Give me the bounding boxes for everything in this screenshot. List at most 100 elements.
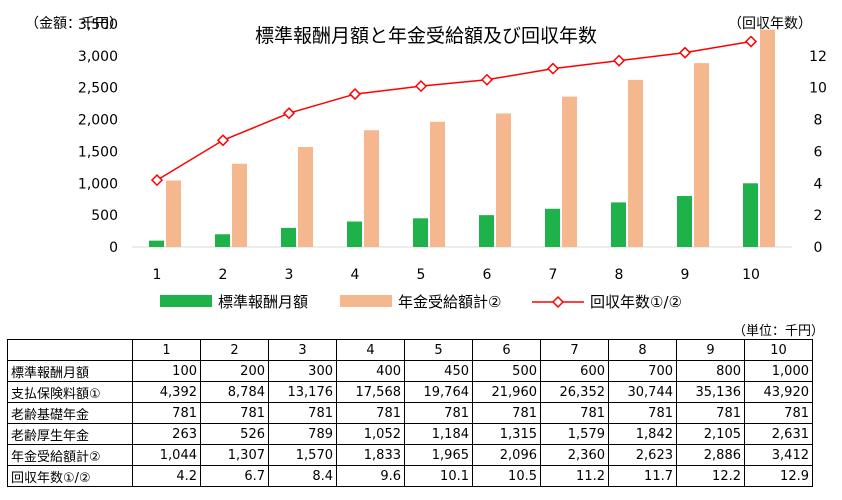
y-tick-label-left: 1,000 (78, 176, 118, 192)
table-header-cell: 10 (744, 339, 813, 361)
table-cell: 1,570 (268, 444, 337, 466)
table-cell: 1,842 (608, 423, 677, 445)
y-tick-label-right: 2 (814, 208, 823, 224)
table-cell: 700 (608, 360, 677, 382)
table-cell: 450 (404, 360, 473, 382)
y-tick-label-left: 1,500 (78, 144, 118, 160)
table-cell: 200 (200, 360, 269, 382)
bar-standard-monthly (347, 221, 362, 247)
table-row-label: 老齢厚生年金 (7, 423, 133, 445)
table-cell: 8,784 (200, 381, 269, 403)
table-cell: 781 (608, 402, 677, 424)
table-cell: 300 (268, 360, 337, 382)
table-cell: 100 (132, 360, 201, 382)
table-cell: 9.6 (336, 465, 405, 487)
table-row: 老齢厚生年金 263 526 789 1,052 1,184 1,315 1,579 1,842… (7, 423, 813, 445)
table-unit-label: （単位：千円） (732, 324, 824, 339)
table-cell: 1,000 (744, 360, 813, 382)
left-axis-label: （金額：千円） (25, 16, 123, 32)
x-tick-label: 7 (549, 267, 558, 283)
table-cell: 1,044 (132, 444, 201, 466)
line-marker (282, 107, 296, 120)
table-cell: 781 (540, 402, 609, 424)
table-cell: 6.7 (200, 465, 269, 487)
table-cell: 12.9 (744, 465, 813, 487)
legend-swatch-pension-total (340, 295, 392, 307)
table-row: 標準報酬月額 100 200 300 400 450 500 600 700 800 1,000 (7, 360, 813, 382)
table-cell: 13,176 (268, 381, 337, 403)
bar-standard-monthly (743, 183, 758, 247)
y-tick-label-right: 6 (814, 144, 823, 160)
bar-standard-monthly (677, 196, 692, 247)
legend-swatch-payback-marker (551, 295, 565, 309)
table-row: 老齢基礎年金 781 781 781 781 781 781 781 781 781 781 (7, 402, 813, 424)
right-axis-label: （回収年数） (728, 16, 812, 32)
bar-pension-total (166, 180, 181, 247)
y-tick-label-right: 12 (809, 49, 827, 65)
table-cell: 4,392 (132, 381, 201, 403)
y-tick-label-right: 8 (814, 113, 823, 129)
line-marker (414, 80, 428, 93)
table-cell: 1,184 (404, 423, 473, 445)
table-header-row: 1 2 3 4 5 6 7 8 9 10 (7, 339, 813, 361)
table-header-cell: 5 (404, 339, 473, 361)
table-cell: 781 (132, 402, 201, 424)
bar-standard-monthly (215, 234, 230, 247)
bar-pension-total (562, 96, 577, 248)
bar-pension-total (760, 29, 775, 247)
table-cell: 21,960 (472, 381, 541, 403)
y-tick-label-left: 2,000 (78, 113, 118, 129)
y-tick-label-left: 0 (109, 240, 118, 256)
table-cell: 400 (336, 360, 405, 382)
table-cell: 1,579 (540, 423, 609, 445)
bar-standard-monthly (413, 218, 428, 247)
table-cell: 11.2 (540, 465, 609, 487)
table-cell: 781 (200, 402, 269, 424)
table-header-cell: 1 (132, 339, 201, 361)
bar-standard-monthly (545, 208, 560, 247)
x-tick-label: 3 (285, 267, 294, 283)
x-tick-label: 6 (483, 267, 492, 283)
table-corner-cell (7, 339, 133, 361)
table-cell: 2,623 (608, 444, 677, 466)
line-marker (678, 46, 692, 59)
table-row: 年金受給額計② 1,044 1,307 1,570 1,833 1,965 2,096 2,3… (7, 444, 813, 466)
table-cell: 2,096 (472, 444, 541, 466)
bar-pension-total (628, 79, 643, 247)
x-tick-label: 9 (681, 267, 690, 283)
table-row-label: 年金受給額計② (7, 444, 133, 466)
y-tick-label-left: 500 (91, 208, 118, 224)
table-cell: 2,360 (540, 444, 609, 466)
table-cell: 800 (676, 360, 745, 382)
table-cell: 1,965 (404, 444, 473, 466)
x-tick-label: 1 (153, 267, 162, 283)
x-tick-label: 8 (615, 267, 624, 283)
table-header-cell: 7 (540, 339, 609, 361)
line-marker (744, 35, 758, 48)
table-cell: 12.2 (676, 465, 745, 487)
table-row: 支払保険料額① 4,392 8,784 13,176 17,568 19,764 21,96… (7, 381, 813, 403)
table-cell: 500 (472, 360, 541, 382)
table-cell: 781 (676, 402, 745, 424)
y-tick-label-left: 2,500 (78, 81, 118, 97)
table-row: 回収年数①/② 4.2 6.7 8.4 9.6 10.1 10.5 11.2 11.7 12.2 1… (7, 465, 813, 487)
chart: 標準報酬月額と年金受給額及び回収年数 （金額：千円） （回収年数） 0 500 1,000… (25, 16, 827, 311)
bar-standard-monthly (281, 227, 296, 247)
table-cell: 17,568 (336, 381, 405, 403)
bar-standard-monthly (611, 202, 626, 247)
table-header-cell: 3 (268, 339, 337, 361)
bar-standard-monthly (149, 240, 164, 247)
table-header-cell: 6 (472, 339, 541, 361)
table-cell: 4.2 (132, 465, 201, 487)
table-row-label: 支払保険料額① (7, 381, 133, 403)
table-cell: 43,920 (744, 381, 813, 403)
table-cell: 1,315 (472, 423, 541, 445)
line-marker (216, 134, 230, 147)
table-cell: 26,352 (540, 381, 609, 403)
table-row-label: 回収年数①/② (7, 465, 133, 487)
table-header-cell: 2 (200, 339, 269, 361)
y-tick-label-right: 10 (809, 81, 827, 97)
y-tick-label-left: 3,000 (78, 49, 118, 65)
bar-pension-total (430, 121, 445, 247)
chart-title: 標準報酬月額と年金受給額及び回収年数 (255, 25, 597, 47)
